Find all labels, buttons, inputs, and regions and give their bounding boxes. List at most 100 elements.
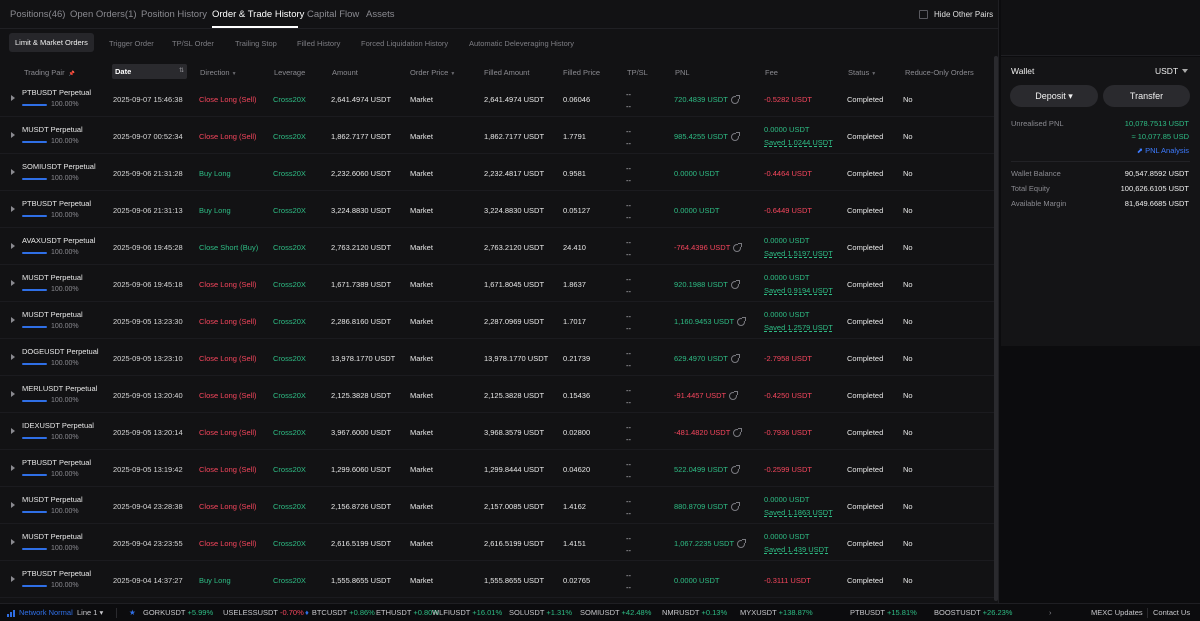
subtab-trailing-stop[interactable]: Trailing Stop xyxy=(235,39,277,48)
subtab-tpsl-order[interactable]: TP/SL Order xyxy=(172,39,214,48)
ticker-item[interactable]: NMRUSDT +0.13% xyxy=(662,608,727,617)
expand-caret-icon[interactable] xyxy=(11,95,15,101)
table-row[interactable]: MUSDT Perpetual 100.00% 2025-09-04 23:28:3… xyxy=(0,487,995,524)
header-direction[interactable]: Direction ▼ xyxy=(200,68,237,77)
column-settings-icon[interactable]: ⇅ xyxy=(178,68,184,74)
table-row[interactable]: PTBUSDT Perpetual 100.00% 2025-09-06 21:31… xyxy=(0,191,995,228)
fee-saved[interactable]: Saved 0.9194 USDT xyxy=(764,286,833,295)
ticker-item[interactable]: PTBUSDT +15.81% xyxy=(850,608,917,617)
share-icon[interactable] xyxy=(730,501,740,511)
share-icon[interactable] xyxy=(730,464,740,474)
table-row[interactable]: MERLUSDT Perpetual 100.00% 2025-09-05 13:2… xyxy=(0,376,995,413)
share-icon[interactable] xyxy=(730,279,740,289)
pnl-analysis-link[interactable]: ⬈ PNL Analysis xyxy=(1136,146,1189,155)
expand-caret-icon[interactable] xyxy=(11,132,15,138)
ticker-item[interactable]: USELESSUSDT -0.70% xyxy=(223,608,304,617)
expand-caret-icon[interactable] xyxy=(11,391,15,397)
table-row[interactable]: DOGEUSDT Perpetual 100.00% 2025-09-05 13:2… xyxy=(0,339,995,376)
tab-open-orders[interactable]: Open Orders(1) xyxy=(70,9,137,20)
ticker-item[interactable]: SOLUSDT +1.31% xyxy=(509,608,572,617)
ticker-item[interactable]: ETHUSDT +0.80% xyxy=(376,608,439,617)
expand-caret-icon[interactable] xyxy=(11,280,15,286)
hide-other-pairs-toggle[interactable]: Hide Other Pairs xyxy=(919,10,993,19)
share-icon[interactable] xyxy=(730,94,740,104)
expand-caret-icon[interactable] xyxy=(11,169,15,175)
transfer-button[interactable]: Transfer xyxy=(1103,85,1190,107)
fee-saved[interactable]: Saved 1.2579 USDT xyxy=(764,323,833,332)
ticker-item[interactable]: BOOSTUSDT +26.23% xyxy=(934,608,1012,617)
trading-pair[interactable]: MUSDT Perpetual xyxy=(22,310,83,319)
fee-saved[interactable]: Saved 1.439 USDT xyxy=(764,545,829,554)
share-icon[interactable] xyxy=(733,427,743,437)
trading-pair[interactable]: PTBUSDT Perpetual xyxy=(22,88,92,97)
favorites-star-icon[interactable]: ★ xyxy=(129,608,136,617)
expand-caret-icon[interactable] xyxy=(11,428,15,434)
tab-assets[interactable]: Assets xyxy=(366,9,395,20)
tab-position-history[interactable]: Position History xyxy=(141,9,207,20)
table-row[interactable]: MUSDT Perpetual 100.00% 2025-09-06 19:45:1… xyxy=(0,265,995,302)
trading-pair[interactable]: DOGEUSDT Perpetual xyxy=(22,347,99,356)
table-row[interactable]: IDEXUSDT Perpetual 100.00% 2025-09-05 13:2… xyxy=(0,413,995,450)
table-row[interactable]: SOMIUSDT Perpetual 100.00% 2025-09-06 21:3… xyxy=(0,154,995,191)
chevron-down-icon[interactable] xyxy=(1182,69,1188,73)
share-icon[interactable] xyxy=(737,538,747,548)
trading-pair[interactable]: MUSDT Perpetual xyxy=(22,125,83,134)
header-trading-pair[interactable]: Trading Pair 📌 xyxy=(24,68,75,77)
ticker-item[interactable]: SOMIUSDT +42.48% xyxy=(580,608,651,617)
expand-caret-icon[interactable] xyxy=(11,465,15,471)
deposit-button[interactable]: Deposit ▾ xyxy=(1010,85,1098,107)
trading-pair[interactable]: AVAXUSDT Perpetual xyxy=(22,236,96,245)
expand-caret-icon[interactable] xyxy=(11,206,15,212)
tab-order-trade-history[interactable]: Order & Trade History xyxy=(212,9,305,20)
trading-pair[interactable]: SOMIUSDT Perpetual xyxy=(22,162,96,171)
fee-saved[interactable]: Saved 1.1863 USDT xyxy=(764,508,833,517)
share-icon[interactable] xyxy=(729,390,739,400)
tab-capital-flow[interactable]: Capital Flow xyxy=(307,9,360,20)
wallet-currency-select[interactable]: USDT xyxy=(1155,66,1179,76)
table-row[interactable]: PTBUSDT Perpetual 100.00% 2025-09-07 15:46… xyxy=(0,80,995,117)
trading-pair[interactable]: PTBUSDT Perpetual xyxy=(22,458,92,467)
subtab-filled-history[interactable]: Filled History xyxy=(297,39,341,48)
contact-us-link[interactable]: Contact Us xyxy=(1153,608,1191,617)
expand-caret-icon[interactable] xyxy=(11,243,15,249)
mexc-updates-link[interactable]: MEXC Updates xyxy=(1091,608,1143,617)
share-icon[interactable] xyxy=(733,242,743,252)
trading-pair[interactable]: MERLUSDT Perpetual xyxy=(22,384,98,393)
subtab-forced-liquidation-history[interactable]: Forced Liquidation History xyxy=(361,39,449,48)
trading-pair[interactable]: IDEXUSDT Perpetual xyxy=(22,421,94,430)
table-scrollbar[interactable] xyxy=(994,56,998,601)
trading-pair[interactable]: PTBUSDT Perpetual xyxy=(22,569,92,578)
chevron-right-icon[interactable]: › xyxy=(1049,608,1052,617)
expand-caret-icon[interactable] xyxy=(11,317,15,323)
share-icon[interactable] xyxy=(737,316,747,326)
trading-pair[interactable]: MUSDT Perpetual xyxy=(22,495,83,504)
table-row[interactable]: MUSDT Perpetual 100.00% 2025-09-04 23:23:5… xyxy=(0,524,995,561)
trading-pair[interactable]: PTBUSDT Perpetual xyxy=(22,199,92,208)
table-row[interactable]: PTBUSDT Perpetual 100.00% 2025-09-05 13:19… xyxy=(0,450,995,487)
fee-saved[interactable]: Saved 1.5197 USDT xyxy=(764,249,833,258)
ticker-item[interactable]: GORKUSDT +5.99% xyxy=(143,608,213,617)
table-row[interactable]: MUSDT Perpetual 100.00% 2025-09-07 00:52:3… xyxy=(0,117,995,154)
subtab-trigger-order[interactable]: Trigger Order xyxy=(109,39,154,48)
subtab-auto-deleveraging-history[interactable]: Automatic Deleveraging History xyxy=(469,39,575,48)
line-select[interactable]: Line 1 ▾ xyxy=(77,608,104,617)
trading-pair[interactable]: MUSDT Perpetual xyxy=(22,532,83,541)
ticker-item[interactable]: MYXUSDT +138.87% xyxy=(740,608,813,617)
header-order-price[interactable]: Order Price ▼ xyxy=(410,68,456,77)
pin-icon[interactable]: 📌 xyxy=(68,71,75,77)
expand-caret-icon[interactable] xyxy=(11,576,15,582)
expand-caret-icon[interactable] xyxy=(11,539,15,545)
ticker-item[interactable]: WLFIUSDT +16.01% xyxy=(432,608,502,617)
fee-saved[interactable]: Saved 1.0244 USDT xyxy=(764,138,833,147)
table-row[interactable]: AVAXUSDT Perpetual 100.00% 2025-09-06 19:4… xyxy=(0,228,995,265)
tab-positions[interactable]: Positions(46) xyxy=(10,9,66,20)
share-icon[interactable] xyxy=(730,353,740,363)
trading-pair[interactable]: MUSDT Perpetual xyxy=(22,273,83,282)
ticker-item[interactable]: ♦ BTCUSDT +0.86% xyxy=(305,608,375,617)
header-status[interactable]: Status ▼ xyxy=(848,68,877,77)
expand-caret-icon[interactable] xyxy=(11,502,15,508)
table-row[interactable]: PTBUSDT Perpetual 100.00% 2025-09-04 14:37… xyxy=(0,561,995,598)
expand-caret-icon[interactable] xyxy=(11,354,15,360)
table-row[interactable]: MUSDT Perpetual 100.00% 2025-09-05 13:23:3… xyxy=(0,302,995,339)
checkbox-icon[interactable] xyxy=(919,10,928,19)
